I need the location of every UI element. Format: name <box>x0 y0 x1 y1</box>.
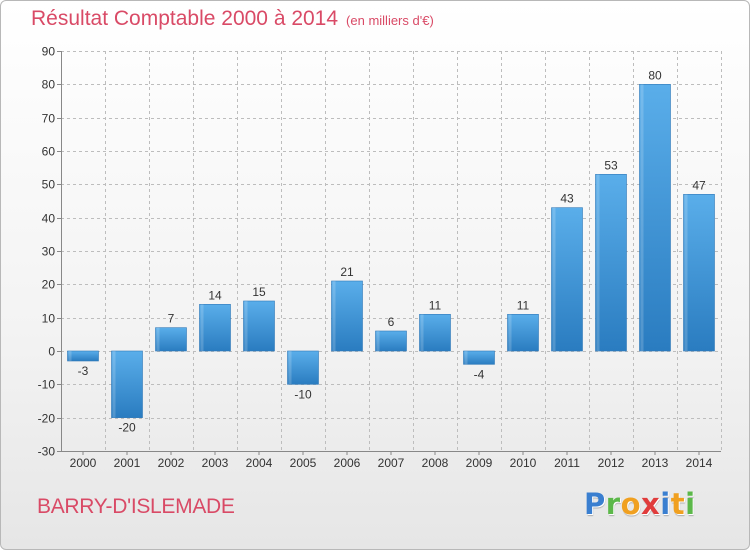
bar-highlight <box>420 314 424 351</box>
x-tick-label: 2009 <box>466 456 493 470</box>
bar-highlight <box>244 301 248 351</box>
bar <box>243 300 275 352</box>
bar <box>155 327 187 352</box>
bar-highlight <box>640 84 644 351</box>
y-tick-label: 40 <box>42 212 56 226</box>
x-tick-label: 2006 <box>334 456 361 470</box>
x-tick-label: 2004 <box>246 456 273 470</box>
y-tick-label: -30 <box>38 445 56 459</box>
logo-letter: r <box>605 487 621 521</box>
bar <box>111 350 143 418</box>
logo-letter: o <box>620 487 642 521</box>
title-unit: (en milliers d'€) <box>346 13 434 28</box>
data-label: 53 <box>604 158 618 172</box>
x-tick-label: 2001 <box>114 456 141 470</box>
bar <box>287 350 319 385</box>
x-tick-label: 2008 <box>422 456 449 470</box>
y-tick-label: 30 <box>42 245 56 259</box>
x-tick-label: 2005 <box>290 456 317 470</box>
logo-letter: P <box>584 487 606 521</box>
x-tick-label: 2013 <box>642 456 669 470</box>
data-label: 7 <box>168 312 175 326</box>
bar-highlight <box>508 314 512 351</box>
data-label: 47 <box>692 178 706 192</box>
data-label: 14 <box>208 288 222 302</box>
y-tick-label: 50 <box>42 178 56 192</box>
bar-highlight <box>156 327 160 351</box>
bar <box>331 280 363 352</box>
title-text: Résultat Comptable 2000 à 2014 <box>31 7 339 30</box>
data-label: -3 <box>78 364 89 378</box>
data-labels: -3 -20 7 14 15 -10 21 6 11 -4 11 43 53 80 47 <box>78 68 706 434</box>
data-label: 43 <box>560 192 574 206</box>
data-label: -4 <box>474 367 485 381</box>
bar <box>639 84 671 352</box>
bar <box>199 304 231 352</box>
x-tick-label: 2011 <box>554 456 580 470</box>
bar <box>463 350 495 365</box>
bar-highlight <box>684 194 688 351</box>
data-label: 21 <box>340 265 354 279</box>
y-tick-label: 90 <box>42 45 56 59</box>
data-label: 80 <box>648 68 662 82</box>
bar <box>67 350 99 362</box>
x-tick-label: 2003 <box>202 456 229 470</box>
y-tick-label: -20 <box>38 412 56 426</box>
chart-title: Résultat Comptable 2000 à 2014 (en millie… <box>31 7 434 31</box>
y-tick-label: 10 <box>42 312 56 326</box>
logo-letter: x <box>641 487 661 521</box>
axes: -30 -20 -10 0 10 20 30 40 50 60 70 80 90 2000 2001 2002… <box>38 45 721 470</box>
commune-name: BARRY-D'ISLEMADE <box>37 495 235 518</box>
data-label: -20 <box>118 421 136 435</box>
bar <box>683 194 715 352</box>
bar-highlight <box>464 351 468 365</box>
data-label: 15 <box>252 285 266 299</box>
bar-highlight <box>68 351 72 361</box>
data-label: 6 <box>388 315 395 329</box>
x-tick-label: 2010 <box>510 456 537 470</box>
data-label: 11 <box>429 298 442 312</box>
y-tick-label: 80 <box>42 78 56 92</box>
bar-highlight <box>596 174 600 351</box>
y-tick-label: 60 <box>42 145 56 159</box>
bar <box>419 314 451 352</box>
y-tick-label: 20 <box>42 278 56 292</box>
logo-letter: t <box>670 487 686 521</box>
bar-highlight <box>376 331 380 351</box>
bar <box>551 207 583 352</box>
bar <box>595 174 627 352</box>
x-tick-label: 2014 <box>686 456 713 470</box>
bars <box>67 84 715 418</box>
data-label: 11 <box>517 298 530 312</box>
x-tick-label: 2002 <box>158 456 185 470</box>
bar <box>507 314 539 352</box>
x-tick-label: 2012 <box>598 456 625 470</box>
data-label: -10 <box>294 387 312 401</box>
y-tick-label: 70 <box>42 112 56 126</box>
logo-letter: i <box>685 487 696 521</box>
bar <box>375 330 407 352</box>
bar-highlight <box>288 351 292 385</box>
y-tick-label: 0 <box>48 345 55 359</box>
logo-letter: i <box>660 487 671 521</box>
proxiti-logo[interactable]: Proxiti <box>584 487 696 521</box>
bar-highlight <box>332 281 336 351</box>
bar-highlight <box>200 304 204 351</box>
x-tick-label: 2007 <box>378 456 405 470</box>
bar-highlight <box>552 207 556 351</box>
bar-highlight <box>112 351 116 418</box>
x-tick-label: 2000 <box>70 456 97 470</box>
y-tick-label: -10 <box>38 378 56 392</box>
